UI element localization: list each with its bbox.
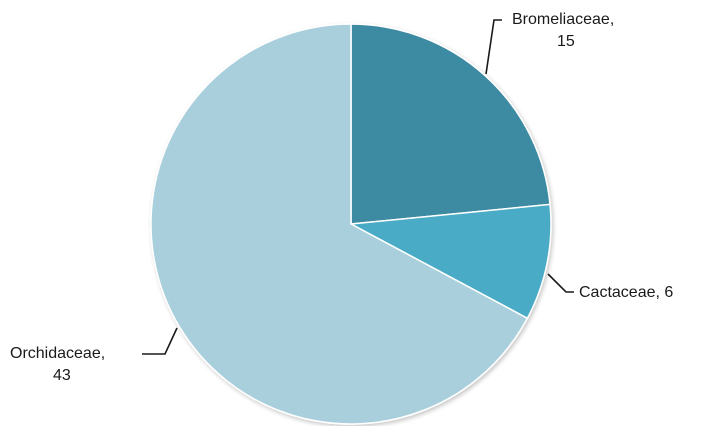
pie-slices bbox=[150, 23, 552, 425]
data-label-line: Orchidaceae, bbox=[10, 345, 105, 362]
leader-line-orchidaceae bbox=[142, 327, 178, 355]
data-label-line: Cactaceae, 6 bbox=[579, 284, 673, 301]
data-label-cactaceae: Cactaceae, 6 bbox=[579, 284, 673, 301]
data-label-line: Bromeliaceae, bbox=[512, 11, 614, 28]
leader-lines bbox=[142, 19, 574, 355]
pie-slice-bromeliaceae bbox=[350, 23, 551, 225]
data-label-bromeliaceae: Bromeliaceae, 15 bbox=[512, 11, 614, 50]
pie-slice-cactaceae bbox=[348, 203, 552, 320]
leader-line-cactaceae bbox=[547, 273, 574, 293]
pie-slice-orchidaceae bbox=[150, 23, 529, 425]
data-label-line: 43 bbox=[53, 367, 71, 384]
data-label-line: 15 bbox=[557, 33, 575, 50]
data-labels: Bromeliaceae, 15 Cactaceae, 6 Orchidaceae, 4… bbox=[10, 11, 673, 384]
data-label-orchidaceae: Orchidaceae, 43 bbox=[10, 345, 105, 384]
leader-line-bromeliaceae bbox=[485, 19, 502, 75]
